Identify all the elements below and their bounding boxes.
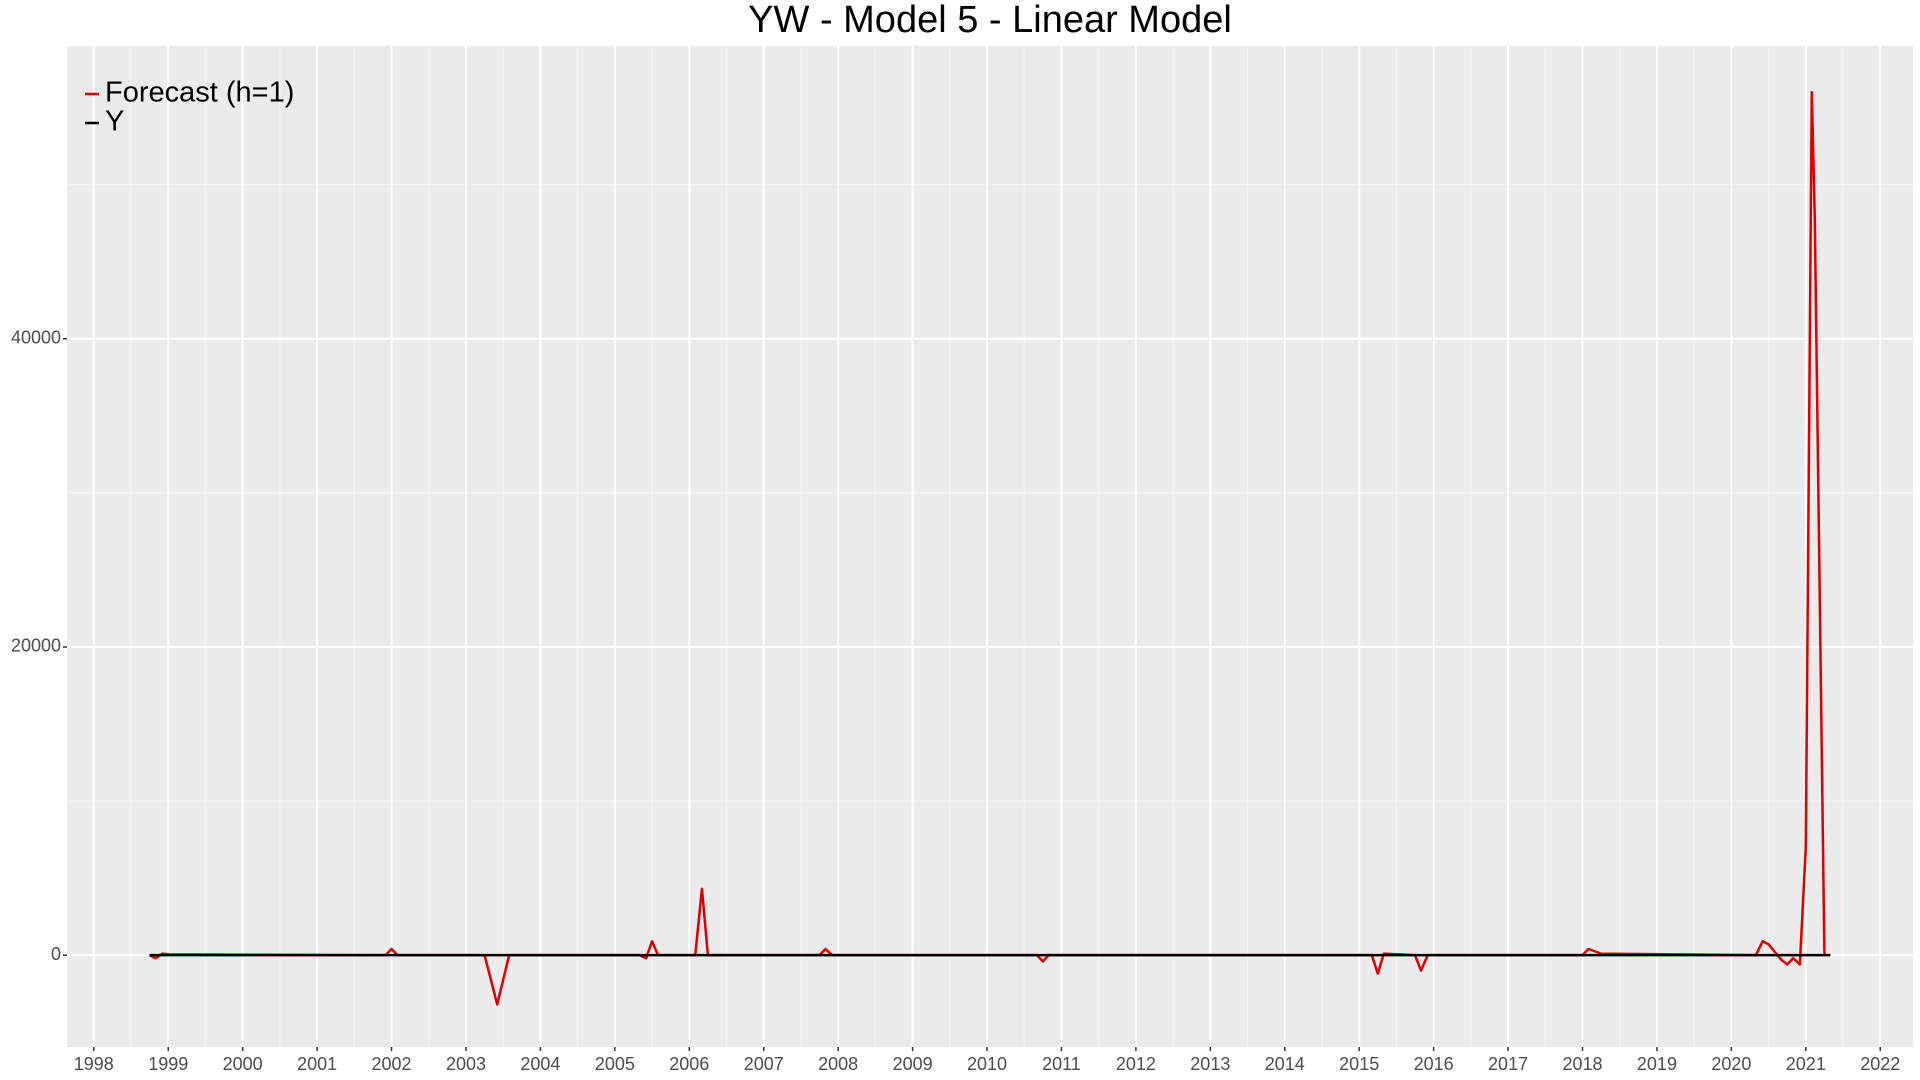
x-tick-label: 1998 — [74, 1054, 114, 1074]
y-tick-label: 20000 — [11, 636, 61, 656]
x-tick-label: 2007 — [744, 1054, 784, 1074]
x-tick-label: 2014 — [1265, 1054, 1305, 1074]
x-tick-label: 2011 — [1042, 1054, 1081, 1074]
legend-label: Y — [105, 106, 124, 138]
x-tick-label: 2003 — [446, 1054, 486, 1074]
x-tick-label: 2012 — [1116, 1054, 1156, 1074]
x-tick-label: 2016 — [1414, 1054, 1454, 1074]
y-tick-label: 40000 — [11, 328, 61, 348]
x-tick-label: 2001 — [297, 1054, 337, 1074]
chart-title: YW - Model 5 - Linear Model — [748, 0, 1232, 41]
x-tick-label: 1999 — [148, 1054, 188, 1074]
x-tick-label: 2015 — [1339, 1054, 1379, 1074]
plot-panel — [67, 46, 1913, 1047]
x-tick-label: 2010 — [967, 1054, 1007, 1074]
legend-label: Forecast (h=1) — [105, 77, 294, 109]
x-tick-label: 2021 — [1786, 1054, 1826, 1074]
x-tick-label: 2004 — [520, 1054, 560, 1074]
x-tick-label: 2017 — [1488, 1054, 1528, 1074]
x-tick-label: 2000 — [223, 1054, 263, 1074]
x-tick-label: 2006 — [669, 1054, 709, 1074]
x-tick-label: 2018 — [1562, 1054, 1602, 1074]
x-tick-label: 2019 — [1637, 1054, 1677, 1074]
x-tick-label: 2008 — [818, 1054, 858, 1074]
x-tick-label: 2002 — [372, 1054, 412, 1074]
y-tick-label: 0 — [51, 944, 61, 964]
x-tick-label: 2005 — [595, 1054, 635, 1074]
x-tick-label: 2022 — [1860, 1054, 1900, 1074]
x-tick-label: 2013 — [1190, 1054, 1230, 1074]
x-tick-label: 2020 — [1711, 1054, 1751, 1074]
x-tick-label: 2009 — [893, 1054, 933, 1074]
